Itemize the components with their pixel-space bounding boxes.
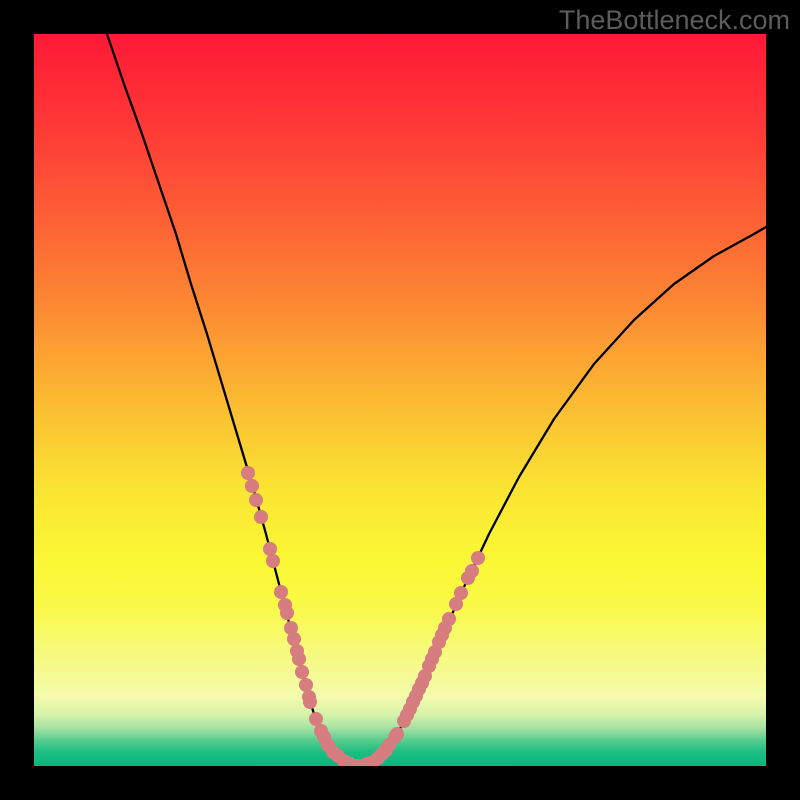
- curve-marker: [292, 652, 306, 666]
- curve-marker: [442, 612, 456, 626]
- curve-marker: [249, 493, 263, 507]
- plot-area: [34, 34, 766, 766]
- curve-marker: [274, 585, 288, 599]
- curve-marker: [295, 665, 309, 679]
- curve-marker: [303, 695, 317, 709]
- chart-canvas: TheBottleneck.com: [0, 0, 800, 800]
- curve-marker: [266, 554, 280, 568]
- curve-marker: [471, 551, 485, 565]
- curve-marker: [390, 727, 404, 741]
- curve-marker: [299, 678, 313, 692]
- curve-marker: [241, 466, 255, 480]
- curve-marker: [263, 542, 277, 556]
- bottleneck-curve-layer: [34, 34, 766, 766]
- watermark-text: TheBottleneck.com: [559, 5, 790, 36]
- curve-marker: [280, 606, 294, 620]
- curve-marker: [465, 564, 479, 578]
- curve-marker: [454, 586, 468, 600]
- curve-marker: [254, 510, 268, 524]
- curve-marker: [309, 712, 323, 726]
- curve-marker: [245, 479, 259, 493]
- curve-marker: [287, 632, 301, 646]
